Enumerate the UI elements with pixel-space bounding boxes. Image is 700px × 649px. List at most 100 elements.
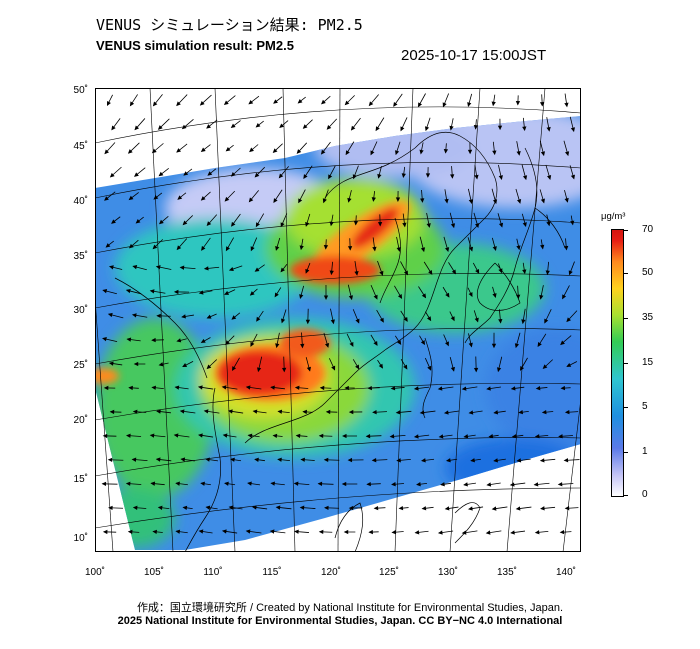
wind-arrow-head — [205, 505, 211, 510]
wind-arrow-head — [564, 409, 570, 415]
wind-arrow-head — [256, 316, 261, 322]
wind-arrow-head — [416, 482, 421, 487]
wind-vectors — [101, 93, 580, 535]
wind-arrow-head — [522, 175, 528, 181]
wind-arrow-head — [344, 385, 349, 391]
wind-arrow-head — [534, 434, 540, 439]
wind-arrow-head — [277, 457, 282, 462]
wind-arrow-head — [149, 433, 155, 438]
wind-arrow-head — [179, 265, 185, 270]
lat-label-10: 10˚ — [73, 533, 88, 544]
wind-arrow-head — [274, 292, 279, 298]
wind-arrow-head — [516, 150, 521, 156]
wind-arrow-head — [515, 100, 521, 106]
wind-arrow-head — [428, 269, 433, 275]
wind-arrow-head — [570, 220, 575, 226]
wind-arrow-head — [294, 529, 299, 534]
wind-arrow-head — [149, 289, 155, 294]
wind-arrow-head — [257, 367, 262, 373]
wind-arrow-head — [295, 433, 301, 438]
wind-arrow-head — [395, 150, 400, 156]
wind-arrow-head — [518, 410, 524, 415]
wind-arrow-head — [306, 366, 311, 372]
wind-arrow-head — [534, 530, 540, 535]
wind-arrow-head — [103, 385, 109, 391]
wind-arrow-head — [348, 409, 354, 415]
wind-arrow-head — [564, 506, 570, 511]
title-english: VENUS simulation result: PM2.5 — [96, 38, 294, 53]
wind-arrow-head — [424, 126, 430, 132]
wind-arrow-head — [179, 409, 185, 414]
wind-arrow-head — [372, 246, 377, 252]
wind-arrow-head — [546, 175, 552, 180]
wind-arrow-head — [249, 147, 254, 153]
wind-arrow-head — [420, 340, 425, 346]
wind-arrow-head — [252, 409, 258, 414]
wind-arrow-head — [157, 505, 163, 510]
wind-arrow-head — [344, 100, 350, 106]
wind-arrow-head — [251, 505, 257, 510]
wind-arrow-head — [516, 245, 521, 251]
wind-arrow-head — [108, 265, 114, 270]
lon-label-135: 135˚ — [496, 567, 517, 578]
wind-arrow-head — [461, 386, 467, 391]
wind-arrow-head — [305, 319, 311, 325]
wind-arrow-head — [445, 292, 450, 298]
wind-arrow-head — [564, 245, 569, 251]
wind-arrow-head — [272, 433, 278, 439]
wind-arrow-head — [367, 385, 372, 391]
wind-arrow-head — [106, 101, 111, 107]
wind-arrow-head — [491, 101, 496, 107]
wind-arrow-head — [403, 364, 408, 370]
wind-arrow-head — [539, 294, 544, 300]
wind-arrow-head — [498, 318, 503, 324]
wind-arrow-head — [542, 364, 548, 369]
wind-arrow-head — [297, 99, 303, 104]
wind-arrow-head — [277, 409, 283, 414]
wind-arrow-head — [365, 434, 371, 439]
map-frame — [95, 88, 581, 552]
wind-arrow-head — [544, 318, 549, 324]
wind-arrow-head — [227, 409, 233, 414]
wind-arrow-head — [492, 246, 497, 251]
wind-arrow-head — [298, 198, 303, 204]
wind-arrow-head — [395, 410, 401, 415]
wind-arrow-head — [151, 148, 157, 154]
wind-arrow-head — [400, 126, 405, 132]
wind-arrow-head — [131, 313, 137, 318]
wind-arrow-head — [352, 174, 357, 180]
wind-arrow-head — [413, 434, 419, 439]
wind-arrow-head — [151, 385, 157, 390]
wind-arrow-head — [126, 433, 131, 438]
wind-arrow-head — [134, 125, 140, 131]
wind-arrow-head — [540, 506, 545, 511]
wind-arrow-head — [102, 433, 108, 439]
wind-arrow-head — [373, 505, 379, 511]
wind-arrow-head — [371, 458, 377, 463]
wind-arrow-head — [129, 101, 135, 107]
wind-arrow-head — [157, 125, 163, 130]
wind-arrow-head — [368, 529, 373, 535]
wind-arrow-head — [135, 219, 141, 224]
wind-arrow-head — [396, 458, 401, 463]
wind-arrow-head — [566, 362, 572, 367]
wind-arrow-head — [222, 433, 228, 438]
wind-arrow-head — [247, 481, 252, 486]
wind-arrow-head — [156, 313, 161, 319]
wind-arrow-head — [349, 341, 354, 347]
wind-arrow-head — [498, 268, 503, 274]
wind-arrow-head — [305, 268, 310, 274]
wind-arrow-head — [420, 247, 426, 253]
wind-arrow-head — [426, 316, 432, 322]
wind-arrow-head — [101, 481, 107, 487]
wind-arrow-head — [296, 149, 302, 154]
wind-arrow-head — [231, 221, 236, 227]
pm25-map — [95, 88, 581, 552]
wind-arrow-head — [421, 293, 427, 299]
wind-arrow-head — [275, 245, 280, 251]
wind-arrow-head — [299, 245, 304, 251]
wind-arrow-head — [158, 362, 164, 367]
wind-arrow-head — [230, 123, 236, 129]
wind-arrow-head — [300, 343, 305, 349]
wind-arrow-head — [111, 219, 116, 224]
